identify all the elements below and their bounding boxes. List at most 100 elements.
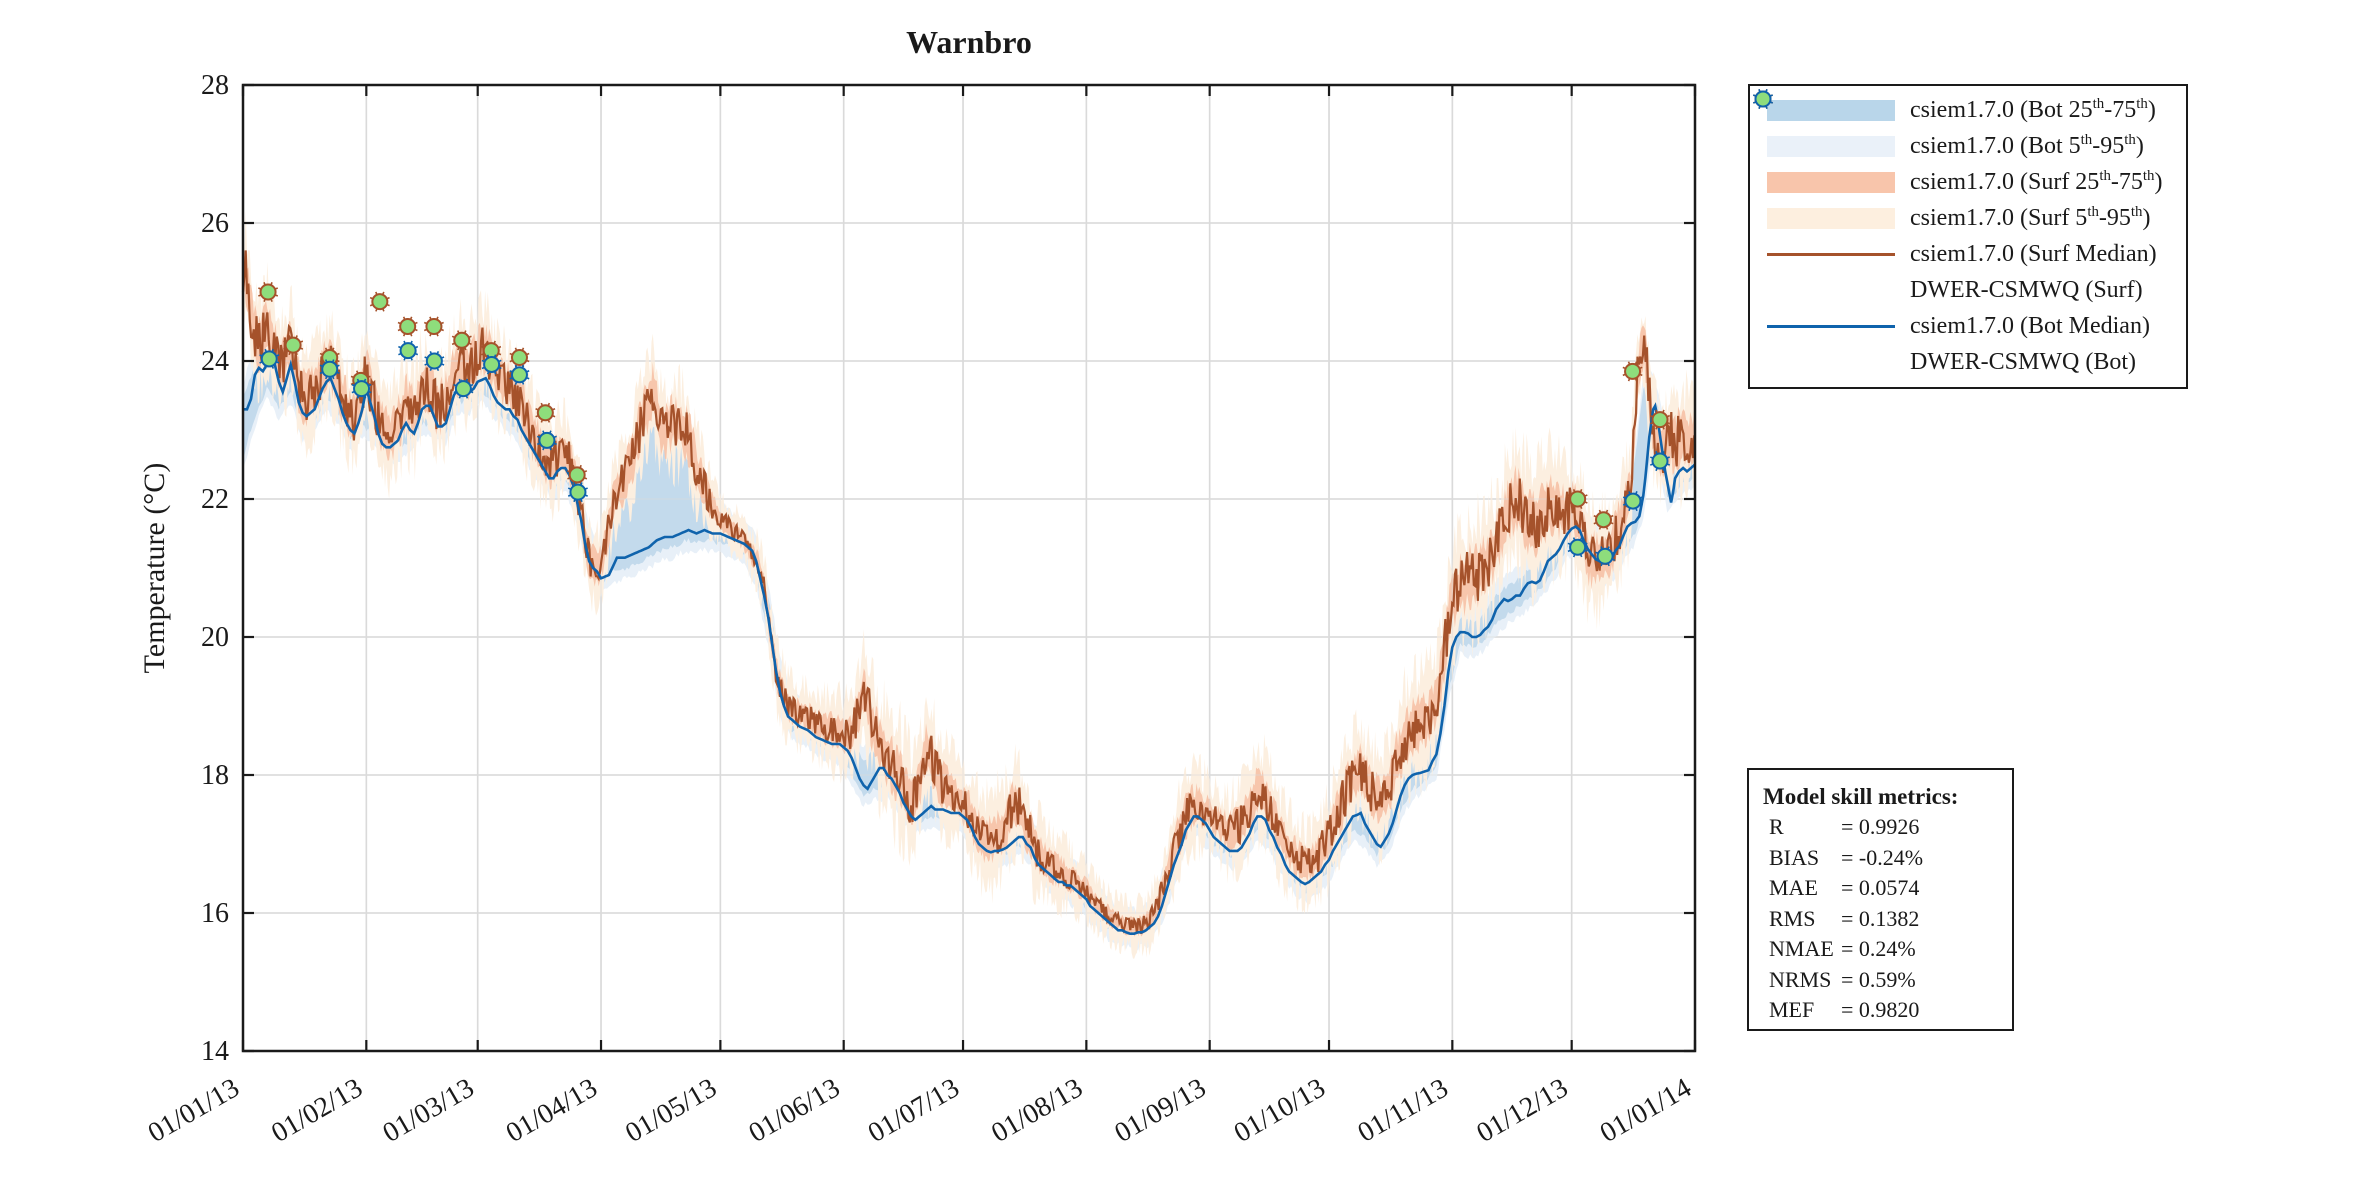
y-tick-label: 24 [201,346,229,377]
obs-surf-marker [451,330,472,351]
obs-bot-marker [453,378,474,399]
obs-bot-marker [424,350,445,372]
metric-key: NMAE [1769,936,1834,961]
metric-value: = 0.9926 [1841,814,1920,839]
legend-item: csiem1.7.0 (Bot Median) [1750,310,2186,344]
legend-item-label: csiem1.7.0 (Surf 5th-95th) [1910,204,2151,232]
legend-item-label: csiem1.7.0 (Bot 25th-75th) [1910,96,2156,124]
metric-row: NMAE = 0.24% [1763,934,2006,965]
obs-surf-marker [369,291,390,312]
obs-surf-marker [397,316,418,337]
obs-bot-marker [481,354,502,375]
legend-item-label: csiem1.7.0 (Surf 25th-75th) [1910,168,2163,196]
legend-item: csiem1.7.0 (Surf 25th-75th) [1750,165,2186,199]
legend-band-swatch [1767,171,1895,193]
legend-band-swatch [1767,135,1895,157]
legend-item-label: DWER-CSMWQ (Surf) [1910,277,2143,304]
legend-item: csiem1.7.0 (Bot 25th-75th) [1750,93,2186,127]
x-tick-label: 01/12/13 [1472,1072,1574,1149]
legend: csiem1.7.0 (Bot 25th-75th) csiem1.7.0 (Bo… [1748,84,2188,389]
metric-key: BIAS [1769,844,1820,870]
metric-key: R [1769,814,1784,839]
obs-surf-marker [567,464,588,485]
metrics-title: Model skill metrics: [1763,784,1959,809]
y-tick-label: 14 [201,1036,229,1067]
obs-bot-marker [1595,546,1616,567]
model-skill-metrics-box: Model skill metrics: R = 0.9926 BIAS = -0.2… [1747,768,2014,1031]
legend-line-swatch [1767,325,1895,329]
obs-surf-marker [481,340,502,361]
legend-item: csiem1.7.0 (Surf Median) [1750,238,2186,272]
obs-bot-marker [536,430,557,451]
metrics-rows: R = 0.9926 BIAS = -0.24% MAE = 0.0574 RMS = 0.1… [1763,812,2006,1026]
metric-value: = 0.0574 [1841,875,1920,900]
x-tick-label: 01/09/13 [1110,1072,1212,1149]
legend-item: csiem1.7.0 (Bot 5th-95th) [1750,129,2186,163]
y-tick-label: 20 [201,622,229,653]
x-tick-label: 01/02/13 [266,1072,368,1149]
x-tick-label: 01/01/14 [1595,1072,1697,1149]
obs-surf-marker [1649,409,1671,430]
metric-value: = 0.1382 [1841,905,1920,931]
obs-bot-marker [1567,537,1588,558]
axes [241,83,1697,1053]
obs-surf-marker [1622,361,1643,382]
legend-band-swatch [1767,99,1895,121]
x-tick-label: 01/06/13 [744,1072,846,1149]
y-tick-label: 22 [201,484,229,515]
obs-bot-marker [398,340,419,361]
x-tick-label: 01/10/13 [1229,1072,1331,1149]
x-tick-label: 01/11/13 [1353,1073,1454,1149]
obs-bot-marker [1649,451,1671,472]
obs-surf-marker [535,402,556,423]
obs-surf-marker [283,335,304,356]
metric-row: MAE = 0.0574 [1763,873,2006,904]
x-tick-label: 01/08/13 [986,1072,1088,1149]
metric-key: NRMS [1769,966,1832,992]
metric-key: MAE [1769,875,1818,900]
obs-bot-marker [1622,491,1643,512]
metric-value: = 0.9820 [1841,997,1920,1022]
x-tick-label: 01/03/13 [378,1072,480,1149]
page-title: Warnbro [906,24,1032,60]
y-tick-label: 26 [201,208,229,239]
obs-bot-marker [259,348,280,369]
x-tick-label: 01/05/13 [620,1072,722,1149]
observations [258,281,1671,567]
obs-bot-marker [567,482,588,503]
obs-surf-marker [1567,488,1588,510]
metric-value: = 0.59% [1841,966,1916,992]
legend-line-swatch [1767,253,1895,257]
y-tick-label: 18 [201,760,229,791]
x-tick-label: 01/04/13 [501,1072,603,1149]
legend-item-label: DWER-CSMWQ (Bot) [1910,349,2136,376]
metric-key: MEF [1769,997,1815,1022]
metric-row: RMS = 0.1382 [1763,904,2006,935]
metric-row: R = 0.9926 [1763,812,2006,843]
obs-bot-marker [509,364,530,385]
obs-bot-marker [319,359,340,380]
band-surf-25-75 [243,254,1695,937]
x-tick-label: 01/01/13 [143,1072,245,1149]
legend-item: DWER-CSMWQ (Bot) [1750,88,2186,380]
x-tick-label: 01/07/13 [863,1072,965,1149]
metric-key: RMS [1769,905,1816,931]
metric-value: = -0.24% [1841,844,1924,870]
legend-item-label: csiem1.7.0 (Bot Median) [1910,313,2150,340]
obs-bot-marker [351,378,372,399]
legend-item: csiem1.7.0 (Surf 5th-95th) [1750,201,2186,235]
metric-value: = 0.24% [1841,936,1916,961]
legend-item-label: csiem1.7.0 (Bot 5th-95th) [1910,132,2144,160]
legend-item: DWER-CSMWQ (Surf) [1750,88,2186,308]
y-tick-label: 28 [201,70,229,101]
metric-row: NRMS = 0.59% [1763,965,2006,996]
bot-median-line [243,359,1696,935]
y-axis-label: Temperature (°C) [138,462,171,674]
metric-row: MEF = 0.9820 [1763,995,2006,1026]
obs-surf-marker [423,316,444,337]
legend-item-label: csiem1.7.0 (Surf Median) [1910,241,2157,268]
metric-row: BIAS = -0.24% [1763,843,2006,874]
obs-surf-marker [1593,509,1614,530]
obs-surf-marker [258,281,279,303]
